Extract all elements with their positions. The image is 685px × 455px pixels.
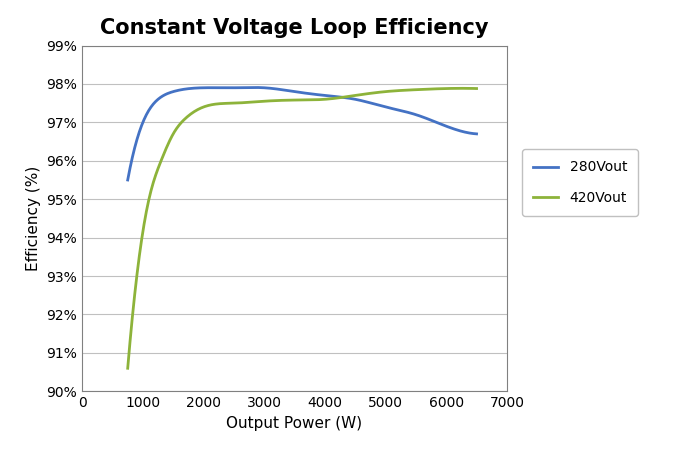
420Vout <box>418 87 426 92</box>
280Vout <box>338 95 347 100</box>
Legend: 280Vout, 420Vout: 280Vout, 420Vout <box>523 149 638 216</box>
420Vout <box>123 365 132 371</box>
280Vout <box>419 114 427 120</box>
280Vout <box>123 177 132 183</box>
X-axis label: Output Power (W): Output Power (W) <box>227 416 362 431</box>
420Vout <box>440 86 448 91</box>
420Vout <box>332 96 340 101</box>
Line: 280Vout: 280Vout <box>127 87 477 180</box>
420Vout <box>458 86 466 91</box>
280Vout <box>125 171 133 177</box>
420Vout <box>473 86 481 91</box>
420Vout <box>125 352 133 357</box>
280Vout <box>473 131 481 136</box>
280Vout <box>249 85 258 90</box>
420Vout <box>337 95 345 100</box>
Y-axis label: Efficiency (%): Efficiency (%) <box>26 166 41 271</box>
280Vout <box>332 94 340 99</box>
280Vout <box>332 94 340 99</box>
280Vout <box>441 123 449 128</box>
Line: 420Vout: 420Vout <box>127 88 477 368</box>
420Vout <box>330 96 338 101</box>
Title: Constant Voltage Loop Efficiency: Constant Voltage Loop Efficiency <box>100 18 489 38</box>
